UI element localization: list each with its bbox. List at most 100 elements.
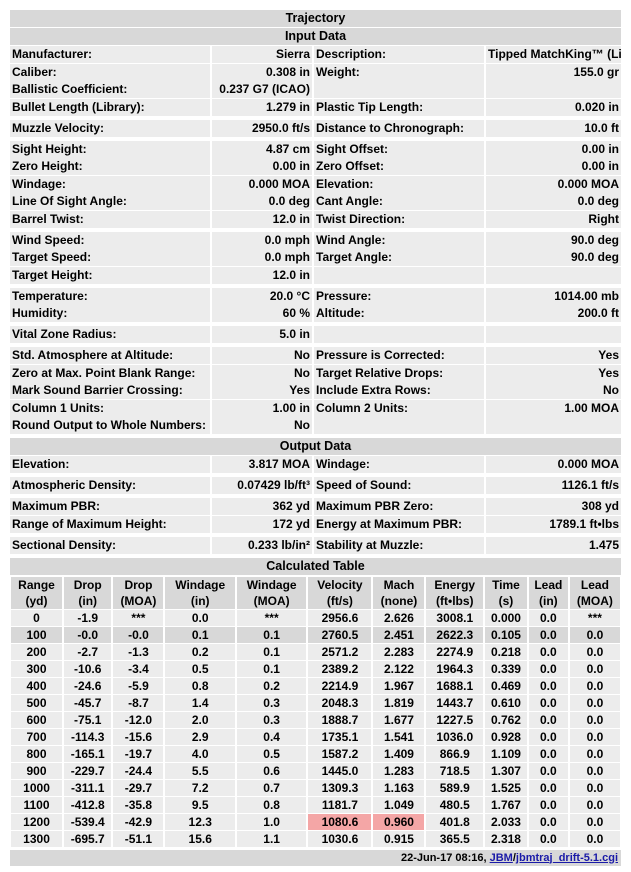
footer-slash: / bbox=[512, 851, 516, 864]
table-row: 0 -1.9 *** 0.0 *** 2956.6 2.626 3008.1 0.000 0.0 *… bbox=[11, 609, 620, 626]
table-cell: 0.0 bbox=[569, 728, 620, 745]
field-value bbox=[486, 417, 621, 434]
calculated-table: Range (yd) Drop (in) Drop (MOA) Windage (in) Win… bbox=[9, 576, 622, 848]
field-row: Caliber: 0.308 in Weight: 155.0 gr bbox=[10, 63, 621, 81]
table-row: 900 -229.7 -24.4 5.5 0.6 1445.0 1.283 718.5 1.30… bbox=[11, 762, 620, 779]
field-value: 3.817 MOA bbox=[212, 456, 312, 473]
field-label: Elevation: bbox=[314, 175, 484, 193]
field-row: Maximum PBR: 362 yd Maximum PBR Zero: 308 y… bbox=[10, 498, 621, 515]
field-value: 0.233 lb/in² bbox=[212, 536, 312, 554]
table-cell: 0.0 bbox=[569, 796, 620, 813]
table-cell: 718.5 bbox=[426, 762, 484, 779]
table-cell: 0.6 bbox=[236, 762, 307, 779]
column-header: Energy (ft•lbs) bbox=[426, 576, 484, 609]
field-label: Column 2 Units: bbox=[314, 399, 484, 417]
table-cell: 0.0 bbox=[528, 626, 568, 643]
table-cell: 1000 bbox=[11, 779, 63, 796]
field-label: Description: bbox=[314, 46, 484, 63]
column-unit: (MOA) bbox=[120, 593, 157, 608]
table-cell: 3008.1 bbox=[426, 609, 484, 626]
table-row: 500 -45.7 -8.7 1.4 0.3 2048.3 1.819 1443.7 0.610… bbox=[11, 694, 620, 711]
table-cell: 0.3 bbox=[236, 711, 307, 728]
table-cell: -229.7 bbox=[64, 762, 112, 779]
table-cell: 1735.1 bbox=[308, 728, 372, 745]
field-label bbox=[314, 417, 484, 434]
footer: 22-Jun-17 08:16, JBM/jbmtraj_drift-5.1.c… bbox=[10, 849, 621, 866]
field-value: No bbox=[212, 347, 312, 364]
table-cell: 0.0 bbox=[165, 609, 235, 626]
jbm-link[interactable]: JBM bbox=[489, 851, 513, 864]
table-cell: 2.122 bbox=[373, 660, 425, 677]
table-head: Range (yd) Drop (in) Drop (MOA) Windage (in) Win… bbox=[11, 576, 620, 609]
field-row: Mark Sound Barrier Crossing: Yes Include E… bbox=[10, 382, 621, 399]
table-cell: 0.0 bbox=[569, 643, 620, 660]
table-cell: 1.767 bbox=[485, 796, 527, 813]
field-label: Vital Zone Radius: bbox=[10, 326, 210, 343]
field-label: Plastic Tip Length: bbox=[314, 98, 484, 116]
field-row: Target Speed: 0.0 mph Target Angle: 90.0 de… bbox=[10, 249, 621, 266]
field-label: Zero at Max. Point Blank Range: bbox=[10, 364, 210, 382]
field-group: Vital Zone Radius: 5.0 in bbox=[10, 326, 621, 343]
table-cell: 1.677 bbox=[373, 711, 425, 728]
table-cell: 2760.5 bbox=[308, 626, 372, 643]
script-link[interactable]: jbmtraj_drift-5.1.cgi bbox=[515, 851, 618, 864]
field-label: Bullet Length (Library): bbox=[10, 98, 210, 116]
field-row: Round Output to Whole Numbers: No bbox=[10, 417, 621, 434]
table-row: 700 -114.3 -15.6 2.9 0.4 1735.1 1.541 1036.0 0.9… bbox=[11, 728, 620, 745]
table-cell: 0.0 bbox=[569, 813, 620, 830]
table-cell: 0.1 bbox=[236, 643, 307, 660]
table-cell: 0.0 bbox=[528, 779, 568, 796]
field-value bbox=[486, 326, 621, 343]
table-cell: 1.4 bbox=[165, 694, 235, 711]
table-cell: 2.318 bbox=[485, 830, 527, 847]
field-value: No bbox=[212, 364, 312, 382]
calculated-table-header: Calculated Table bbox=[10, 557, 621, 575]
table-cell: 0.1 bbox=[236, 660, 307, 677]
field-value: 0.308 in bbox=[212, 63, 312, 81]
field-value: 5.0 in bbox=[212, 326, 312, 343]
table-cell: 1.109 bbox=[485, 745, 527, 762]
table-cell: -19.7 bbox=[113, 745, 164, 762]
field-group: Std. Atmosphere at Altitude: No Pressure i… bbox=[10, 347, 621, 434]
column-title: Windage bbox=[175, 577, 226, 592]
field-value: No bbox=[486, 382, 621, 399]
field-value: 0.00 in bbox=[486, 140, 621, 158]
table-cell: 1888.7 bbox=[308, 711, 372, 728]
table-cell: 0.1 bbox=[165, 626, 235, 643]
field-label bbox=[314, 326, 484, 343]
input-data-header: Input Data bbox=[10, 28, 621, 45]
table-cell: 1.283 bbox=[373, 762, 425, 779]
table-cell: 100 bbox=[11, 626, 63, 643]
table-cell: 0.5 bbox=[236, 745, 307, 762]
field-value: 200.0 ft bbox=[486, 305, 621, 322]
table-row: 200 -2.7 -1.3 0.2 0.1 2571.2 2.283 2274.9 0.218 0… bbox=[11, 643, 620, 660]
table-cell: 2.283 bbox=[373, 643, 425, 660]
table-cell: 15.6 bbox=[165, 830, 235, 847]
table-cell: 0.339 bbox=[485, 660, 527, 677]
table-cell: 866.9 bbox=[426, 745, 484, 762]
field-value: 0.00 in bbox=[212, 158, 312, 175]
column-title: Lead bbox=[580, 577, 609, 592]
table-cell: 0.2 bbox=[236, 677, 307, 694]
field-group: Muzzle Velocity: 2950.0 ft/s Distance to C… bbox=[10, 119, 621, 137]
field-value: Yes bbox=[212, 382, 312, 399]
table-cell: 0 bbox=[11, 609, 63, 626]
table-row: 1100 -412.8 -35.8 9.5 0.8 1181.7 1.049 480.5 1.7… bbox=[11, 796, 620, 813]
field-label: Cant Angle: bbox=[314, 193, 484, 210]
field-label: Windage: bbox=[314, 456, 484, 473]
field-label: Column 1 Units: bbox=[10, 399, 210, 417]
field-label: Include Extra Rows: bbox=[314, 382, 484, 399]
field-value: 155.0 gr bbox=[486, 63, 621, 81]
trajectory-report: Trajectory Input Data Manufacturer: Sierr… bbox=[10, 10, 621, 866]
table-cell: *** bbox=[113, 609, 164, 626]
table-cell: 800 bbox=[11, 745, 63, 762]
field-label: Speed of Sound: bbox=[314, 477, 484, 494]
column-title: Mach bbox=[383, 577, 415, 592]
field-label bbox=[314, 81, 484, 98]
field-row: Range of Maximum Height: 172 yd Energy at … bbox=[10, 515, 621, 533]
field-label: Target Angle: bbox=[314, 249, 484, 266]
field-label: Zero Height: bbox=[10, 158, 210, 175]
table-cell: 0.0 bbox=[569, 694, 620, 711]
table-cell: 2622.3 bbox=[426, 626, 484, 643]
field-value: Tipped MatchKing™ (Litz) bbox=[486, 46, 621, 63]
